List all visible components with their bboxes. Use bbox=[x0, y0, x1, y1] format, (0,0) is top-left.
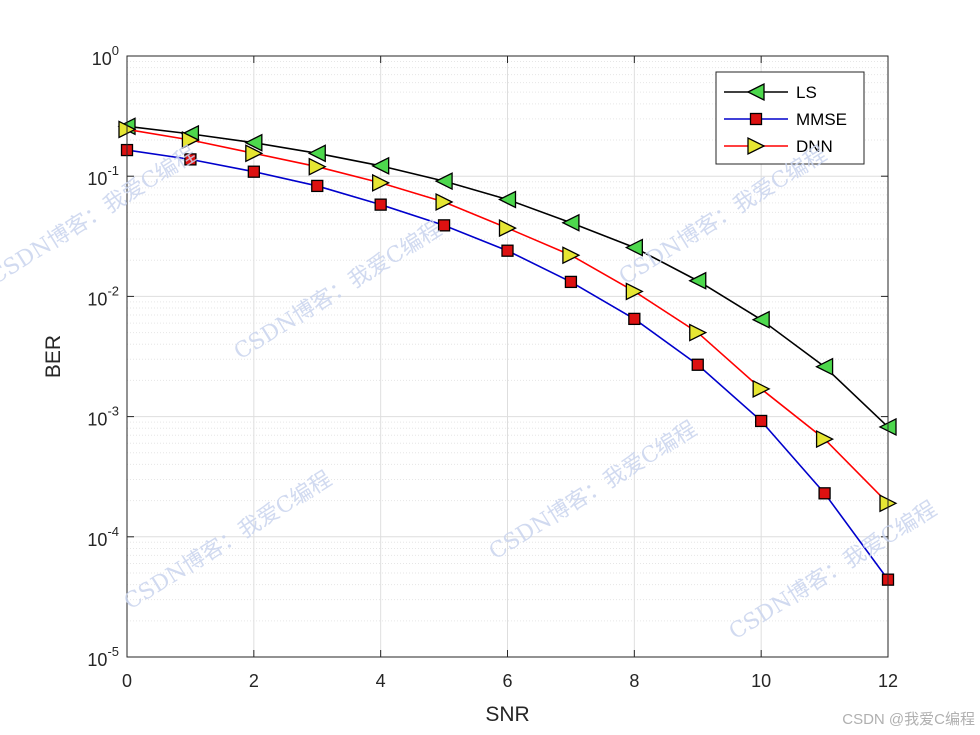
legend-marker bbox=[746, 82, 765, 102]
x-tick-label: 0 bbox=[122, 671, 132, 691]
legend-item-ls: LS bbox=[724, 82, 817, 102]
data-point-dnn bbox=[815, 430, 835, 449]
data-point-ls bbox=[371, 156, 390, 175]
data-point-dnn bbox=[498, 219, 517, 238]
watermark-text: CSDN博客：我爱C编程 bbox=[725, 497, 941, 645]
data-point-mmse bbox=[184, 153, 197, 166]
data-point-dnn bbox=[372, 173, 391, 192]
data-point-mmse bbox=[564, 275, 578, 289]
data-point-ls bbox=[815, 357, 834, 376]
x-tick-label: 10 bbox=[751, 671, 771, 691]
data-point-mmse bbox=[628, 312, 641, 326]
data-point-mmse bbox=[311, 179, 324, 193]
legend-label: MMSE bbox=[796, 110, 847, 129]
legend-marker bbox=[749, 112, 763, 126]
data-point-mmse bbox=[501, 244, 514, 257]
data-point-ls bbox=[434, 172, 453, 191]
data-point-mmse bbox=[247, 165, 260, 178]
legend-box bbox=[715, 71, 865, 165]
data-point-mmse bbox=[755, 414, 768, 428]
credit-watermark: CSDN @我爱C编程 bbox=[842, 711, 975, 728]
watermark-text: CSDN博客：我爱C编程 bbox=[485, 417, 701, 565]
data-point-dnn bbox=[308, 157, 327, 176]
legend-item-dnn: DNN bbox=[724, 136, 833, 156]
series-dnn bbox=[118, 120, 898, 513]
y-tick-label: 10-2 bbox=[87, 283, 119, 309]
data-point-dnn bbox=[689, 323, 708, 342]
data-point-dnn bbox=[752, 379, 771, 398]
data-point-dnn bbox=[181, 130, 200, 150]
y-tick-label: 10-3 bbox=[87, 404, 119, 430]
data-point-dnn bbox=[562, 246, 581, 265]
y-tick-label: 100 bbox=[92, 43, 119, 69]
x-tick-label: 4 bbox=[376, 671, 386, 691]
y-axis-title: BER bbox=[42, 335, 65, 378]
data-point-dnn bbox=[625, 282, 644, 301]
watermark-text: CSDN博客：我爱C编程 bbox=[0, 142, 201, 290]
legend-marker bbox=[747, 136, 766, 156]
data-point-mmse bbox=[437, 219, 451, 232]
y-tick-labels: 100 10-1 10-2 10-3 10-4 10-5 bbox=[87, 43, 119, 670]
x-tick-label: 2 bbox=[249, 671, 259, 691]
data-point-ls bbox=[244, 133, 263, 152]
x-tick-label: 12 bbox=[878, 671, 898, 691]
data-point-mmse bbox=[818, 487, 831, 500]
x-tick-labels: 0 2 4 6 8 10 12 bbox=[122, 671, 898, 691]
data-point-ls bbox=[561, 213, 580, 232]
legend-label: DNN bbox=[796, 137, 833, 156]
data-point-ls bbox=[498, 190, 517, 209]
x-tick-label: 8 bbox=[629, 671, 639, 691]
data-point-mmse bbox=[691, 358, 704, 371]
x-axis-title: SNR bbox=[485, 703, 529, 726]
data-point-ls bbox=[688, 271, 707, 290]
tick-marks bbox=[126, 55, 889, 658]
legend-label: LS bbox=[796, 83, 817, 102]
y-tick-label: 10-5 bbox=[87, 644, 119, 670]
data-point-mmse bbox=[374, 198, 387, 211]
y-tick-label: 10-1 bbox=[87, 163, 119, 189]
data-point-ls bbox=[751, 310, 770, 329]
data-point-ls bbox=[624, 238, 643, 257]
data-point-dnn bbox=[435, 192, 454, 212]
data-point-ls bbox=[307, 144, 326, 163]
y-tick-label: 10-4 bbox=[87, 524, 119, 550]
legend-item-mmse: MMSE bbox=[724, 110, 847, 129]
x-tick-label: 6 bbox=[502, 671, 512, 691]
watermark-text: CSDN博客：我爱C编程 bbox=[120, 467, 336, 615]
data-point-dnn bbox=[245, 144, 264, 163]
legend: LS MMSE DNN bbox=[715, 71, 865, 165]
